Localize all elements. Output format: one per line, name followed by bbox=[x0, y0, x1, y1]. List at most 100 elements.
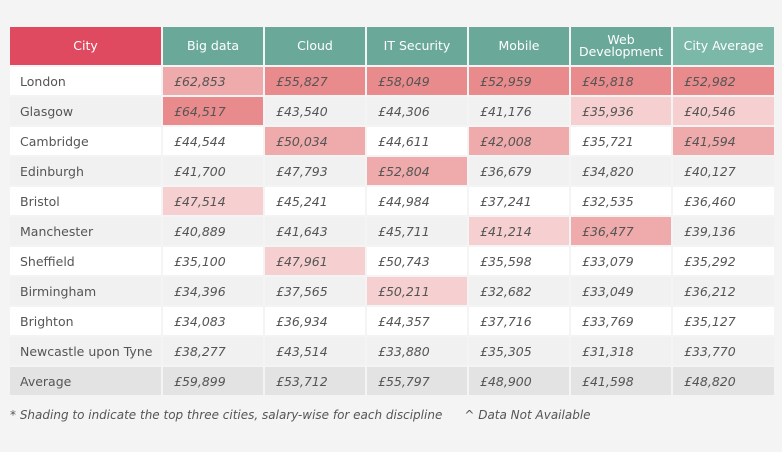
header-cloud: Cloud bbox=[265, 27, 365, 65]
salary-cell: £55,827 bbox=[265, 67, 365, 95]
table-row: Bristol £47,514 £45,241 £44,984 £37,241 £32,5… bbox=[10, 187, 774, 217]
salary-cell: £44,357 bbox=[367, 307, 467, 335]
salary-cell: £33,079 bbox=[571, 247, 671, 275]
salary-cell: £33,769 bbox=[571, 307, 671, 335]
salary-cell: £42,008 bbox=[469, 127, 569, 155]
salary-cell: £44,306 bbox=[367, 97, 467, 125]
salary-cell: £36,679 bbox=[469, 157, 569, 185]
salary-cell: £40,546 bbox=[673, 97, 774, 125]
salary-cell: £34,083 bbox=[163, 307, 263, 335]
salary-cell: £45,711 bbox=[367, 217, 467, 245]
average-cell: £55,797 bbox=[367, 367, 467, 395]
header-city-average: City Average bbox=[673, 27, 774, 65]
salary-cell: £35,936 bbox=[571, 97, 671, 125]
table-row: Edinburgh £41,700 £47,793 £52,804 £36,679 £34… bbox=[10, 157, 774, 187]
average-cell: £53,712 bbox=[265, 367, 365, 395]
salary-cell: £37,241 bbox=[469, 187, 569, 215]
average-cell: £48,900 bbox=[469, 367, 569, 395]
salary-cell: £50,034 bbox=[265, 127, 365, 155]
header-big-data: Big data bbox=[163, 27, 263, 65]
salary-cell: £32,535 bbox=[571, 187, 671, 215]
salary-cell: £32,682 bbox=[469, 277, 569, 305]
average-cell: £59,899 bbox=[163, 367, 263, 395]
footnotes: * Shading to indicate the top three citi… bbox=[10, 408, 591, 422]
salary-cell: £35,292 bbox=[673, 247, 774, 275]
salary-cell: £52,959 bbox=[469, 67, 569, 95]
city-name: Bristol bbox=[10, 187, 161, 215]
city-name: London bbox=[10, 67, 161, 95]
salary-cell: £35,127 bbox=[673, 307, 774, 335]
salary-table: City Big data Cloud IT Security Mobile W… bbox=[10, 27, 774, 397]
salary-cell: £33,880 bbox=[367, 337, 467, 365]
city-name: Glasgow bbox=[10, 97, 161, 125]
table-row: Newcastle upon Tyne £38,277 £43,514 £33,880… bbox=[10, 337, 774, 367]
salary-cell: £64,517 bbox=[163, 97, 263, 125]
salary-cell: £36,934 bbox=[265, 307, 365, 335]
city-name: Birmingham bbox=[10, 277, 161, 305]
salary-cell: £37,716 bbox=[469, 307, 569, 335]
salary-cell: £47,961 bbox=[265, 247, 365, 275]
average-cell: £41,598 bbox=[571, 367, 671, 395]
salary-cell: £40,889 bbox=[163, 217, 263, 245]
salary-cell: £35,721 bbox=[571, 127, 671, 155]
salary-cell: £36,477 bbox=[571, 217, 671, 245]
table-header: City Big data Cloud IT Security Mobile W… bbox=[10, 27, 774, 66]
header-it-security: IT Security bbox=[367, 27, 467, 65]
table-row: Glasgow £64,517 £43,540 £44,306 £41,176 £35,9… bbox=[10, 97, 774, 127]
salary-cell: £35,305 bbox=[469, 337, 569, 365]
salary-cell: £33,049 bbox=[571, 277, 671, 305]
salary-cell: £35,100 bbox=[163, 247, 263, 275]
salary-cell: £62,853 bbox=[163, 67, 263, 95]
header-mobile: Mobile bbox=[469, 27, 569, 65]
footnote-shading: * Shading to indicate the top three citi… bbox=[10, 408, 443, 422]
salary-cell: £34,396 bbox=[163, 277, 263, 305]
salary-cell: £38,277 bbox=[163, 337, 263, 365]
table-row: Birmingham £34,396 £37,565 £50,211 £32,682 £3… bbox=[10, 277, 774, 307]
city-name: Cambridge bbox=[10, 127, 161, 155]
salary-cell: £50,743 bbox=[367, 247, 467, 275]
salary-cell: £40,127 bbox=[673, 157, 774, 185]
salary-cell: £43,540 bbox=[265, 97, 365, 125]
salary-cell: £31,318 bbox=[571, 337, 671, 365]
salary-cell: £41,700 bbox=[163, 157, 263, 185]
salary-cell: £47,793 bbox=[265, 157, 365, 185]
table-row: Manchester £40,889 £41,643 £45,711 £41,214 £3… bbox=[10, 217, 774, 247]
salary-cell: £45,241 bbox=[265, 187, 365, 215]
salary-cell: £36,212 bbox=[673, 277, 774, 305]
city-name: Brighton bbox=[10, 307, 161, 335]
city-name: Edinburgh bbox=[10, 157, 161, 185]
city-name: Manchester bbox=[10, 217, 161, 245]
footnote-na: ^ Data Not Available bbox=[464, 408, 591, 422]
salary-cell: £41,214 bbox=[469, 217, 569, 245]
salary-cell: £44,544 bbox=[163, 127, 263, 155]
salary-cell: £35,598 bbox=[469, 247, 569, 275]
table-row: London £62,853 £55,827 £58,049 £52,959 £45,81… bbox=[10, 67, 774, 97]
header-city: City bbox=[10, 27, 161, 65]
salary-cell: £43,514 bbox=[265, 337, 365, 365]
salary-cell: £52,982 bbox=[673, 67, 774, 95]
salary-cell: £44,984 bbox=[367, 187, 467, 215]
salary-cell: £39,136 bbox=[673, 217, 774, 245]
header-web-development: Web Development bbox=[571, 27, 671, 65]
average-cell: £48,820 bbox=[673, 367, 774, 395]
table-row: Sheffield £35,100 £47,961 £50,743 £35,598 £33… bbox=[10, 247, 774, 277]
salary-cell: £50,211 bbox=[367, 277, 467, 305]
table-row: Brighton £34,083 £36,934 £44,357 £37,716 £33,… bbox=[10, 307, 774, 337]
salary-cell: £44,611 bbox=[367, 127, 467, 155]
table-body: London £62,853 £55,827 £58,049 £52,959 £45,81… bbox=[10, 67, 774, 397]
salary-cell: £34,820 bbox=[571, 157, 671, 185]
salary-cell: £37,565 bbox=[265, 277, 365, 305]
salary-cell: £45,818 bbox=[571, 67, 671, 95]
average-row: Average £59,899 £53,712 £55,797 £48,900 £41,5… bbox=[10, 367, 774, 397]
salary-cell: £41,643 bbox=[265, 217, 365, 245]
salary-cell: £52,804 bbox=[367, 157, 467, 185]
salary-cell: £47,514 bbox=[163, 187, 263, 215]
city-name: Newcastle upon Tyne bbox=[10, 337, 161, 365]
salary-cell: £58,049 bbox=[367, 67, 467, 95]
salary-cell: £41,594 bbox=[673, 127, 774, 155]
city-name: Sheffield bbox=[10, 247, 161, 275]
salary-cell: £41,176 bbox=[469, 97, 569, 125]
salary-cell: £36,460 bbox=[673, 187, 774, 215]
average-label: Average bbox=[10, 367, 161, 395]
salary-cell: £33,770 bbox=[673, 337, 774, 365]
